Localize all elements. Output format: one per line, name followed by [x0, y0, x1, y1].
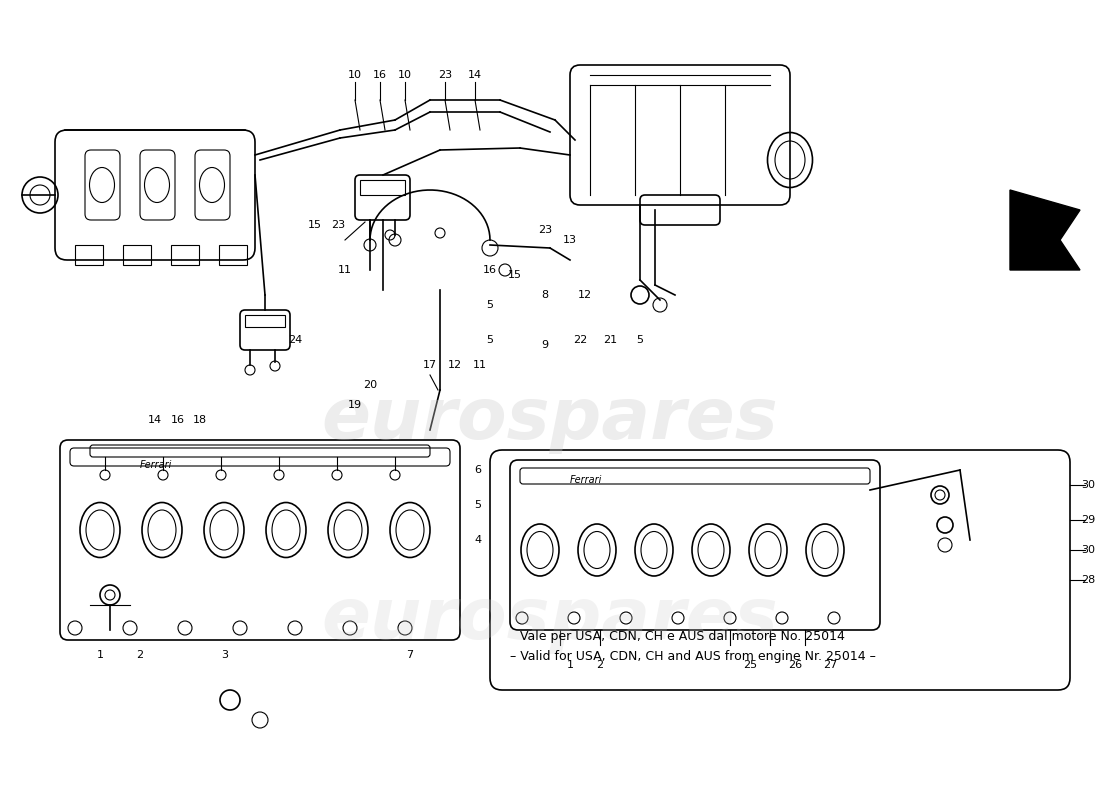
Text: 23: 23: [331, 220, 345, 230]
Text: 11: 11: [473, 360, 487, 370]
Text: 16: 16: [170, 415, 185, 425]
Bar: [170, 245, 199, 265]
Text: 12: 12: [448, 360, 462, 370]
Text: 6: 6: [474, 465, 482, 475]
Text: 13: 13: [563, 235, 578, 245]
Text: 15: 15: [308, 220, 322, 230]
Bar: [360, 180, 405, 195]
Text: 10: 10: [348, 70, 362, 80]
Text: 4: 4: [474, 535, 482, 545]
Bar: [123, 245, 151, 265]
Text: 26: 26: [788, 660, 802, 670]
Text: 30: 30: [1081, 480, 1094, 490]
Text: 24: 24: [288, 335, 302, 345]
Text: Ferrari: Ferrari: [140, 460, 173, 470]
Text: 16: 16: [483, 265, 497, 275]
Text: 5: 5: [637, 335, 644, 345]
Text: Vale per USA, CDN, CH e AUS dal motore No. 25014: Vale per USA, CDN, CH e AUS dal motore N…: [520, 630, 845, 643]
Polygon shape: [1010, 190, 1080, 270]
Text: 3: 3: [221, 650, 229, 660]
Text: 18: 18: [192, 415, 207, 425]
Text: 1: 1: [566, 660, 573, 670]
Text: eurospares: eurospares: [321, 386, 779, 454]
Text: 1: 1: [97, 650, 103, 660]
Text: 11: 11: [338, 265, 352, 275]
Text: 5: 5: [486, 300, 494, 310]
Text: 10: 10: [398, 70, 412, 80]
Text: 5: 5: [486, 335, 494, 345]
Text: 30: 30: [1081, 545, 1094, 555]
Text: 7: 7: [406, 650, 414, 660]
Text: 2: 2: [136, 650, 144, 660]
Bar: [75, 245, 103, 265]
Text: 22: 22: [573, 335, 587, 345]
Text: 21: 21: [603, 335, 617, 345]
Text: 23: 23: [438, 70, 452, 80]
Text: 14: 14: [147, 415, 162, 425]
Text: 27: 27: [823, 660, 837, 670]
Text: eurospares: eurospares: [321, 586, 779, 654]
Text: – Valid for USA, CDN, CH and AUS from engine Nr. 25014 –: – Valid for USA, CDN, CH and AUS from en…: [510, 650, 876, 663]
Text: 9: 9: [541, 340, 549, 350]
Text: 17: 17: [422, 360, 437, 370]
Text: 16: 16: [373, 70, 387, 80]
Text: 2: 2: [596, 660, 604, 670]
Text: 15: 15: [508, 270, 522, 280]
Text: 5: 5: [474, 500, 482, 510]
Text: 19: 19: [348, 400, 362, 410]
Text: 12: 12: [578, 290, 592, 300]
Bar: [219, 245, 248, 265]
Text: 8: 8: [541, 290, 549, 300]
Text: Ferrari: Ferrari: [570, 475, 603, 485]
Text: 14: 14: [468, 70, 482, 80]
Text: 29: 29: [1081, 515, 1096, 525]
Text: 23: 23: [538, 225, 552, 235]
Text: 25: 25: [742, 660, 757, 670]
Text: 20: 20: [363, 380, 377, 390]
Bar: [245, 315, 285, 327]
Text: 28: 28: [1081, 575, 1096, 585]
